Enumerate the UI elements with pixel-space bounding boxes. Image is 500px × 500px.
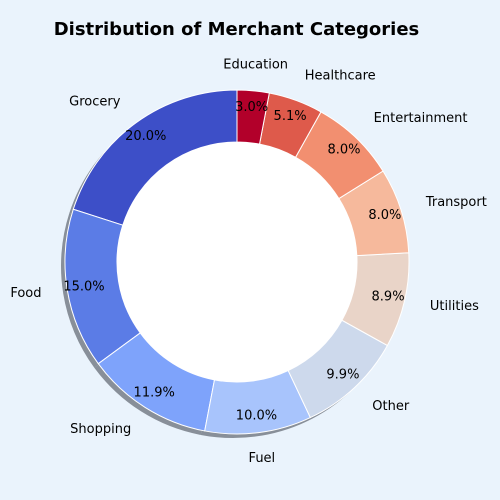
slice-label-education: Education bbox=[223, 57, 288, 72]
slice-label-shopping: Shopping bbox=[70, 422, 131, 437]
pie-slices bbox=[64, 89, 410, 435]
slice-percent-other: 9.9% bbox=[326, 368, 359, 383]
slice-label-utilities: Utilities bbox=[430, 299, 479, 314]
slice-label-healthcare: Healthcare bbox=[305, 68, 376, 83]
slice-percent-grocery: 20.0% bbox=[125, 129, 166, 144]
slice-label-grocery: Grocery bbox=[69, 94, 121, 109]
donut-hole bbox=[117, 142, 357, 382]
slice-percent-entertainment: 8.0% bbox=[327, 142, 360, 157]
chart-title: Distribution of Merchant Categories bbox=[53, 19, 420, 40]
slice-percent-utilities: 8.9% bbox=[372, 289, 405, 304]
slice-label-fuel: Fuel bbox=[249, 451, 276, 466]
pie-labels: 20.0% Grocery 15.0% Food 11.9% Shopping 10.0% F… bbox=[10, 57, 486, 466]
slice-percent-fuel: 10.0% bbox=[236, 408, 277, 423]
slice-percent-food: 15.0% bbox=[63, 279, 104, 294]
slice-label-transport: Transport bbox=[425, 195, 487, 210]
slice-percent-transport: 8.0% bbox=[368, 208, 401, 223]
slice-percent-healthcare: 5.1% bbox=[274, 109, 307, 124]
slice-label-food: Food bbox=[10, 286, 41, 301]
slice-label-other: Other bbox=[372, 399, 410, 414]
slice-percent-shopping: 11.9% bbox=[134, 386, 175, 401]
slice-percent-education: 3.0% bbox=[235, 100, 268, 115]
slice-label-entertainment: Entertainment bbox=[374, 111, 468, 126]
